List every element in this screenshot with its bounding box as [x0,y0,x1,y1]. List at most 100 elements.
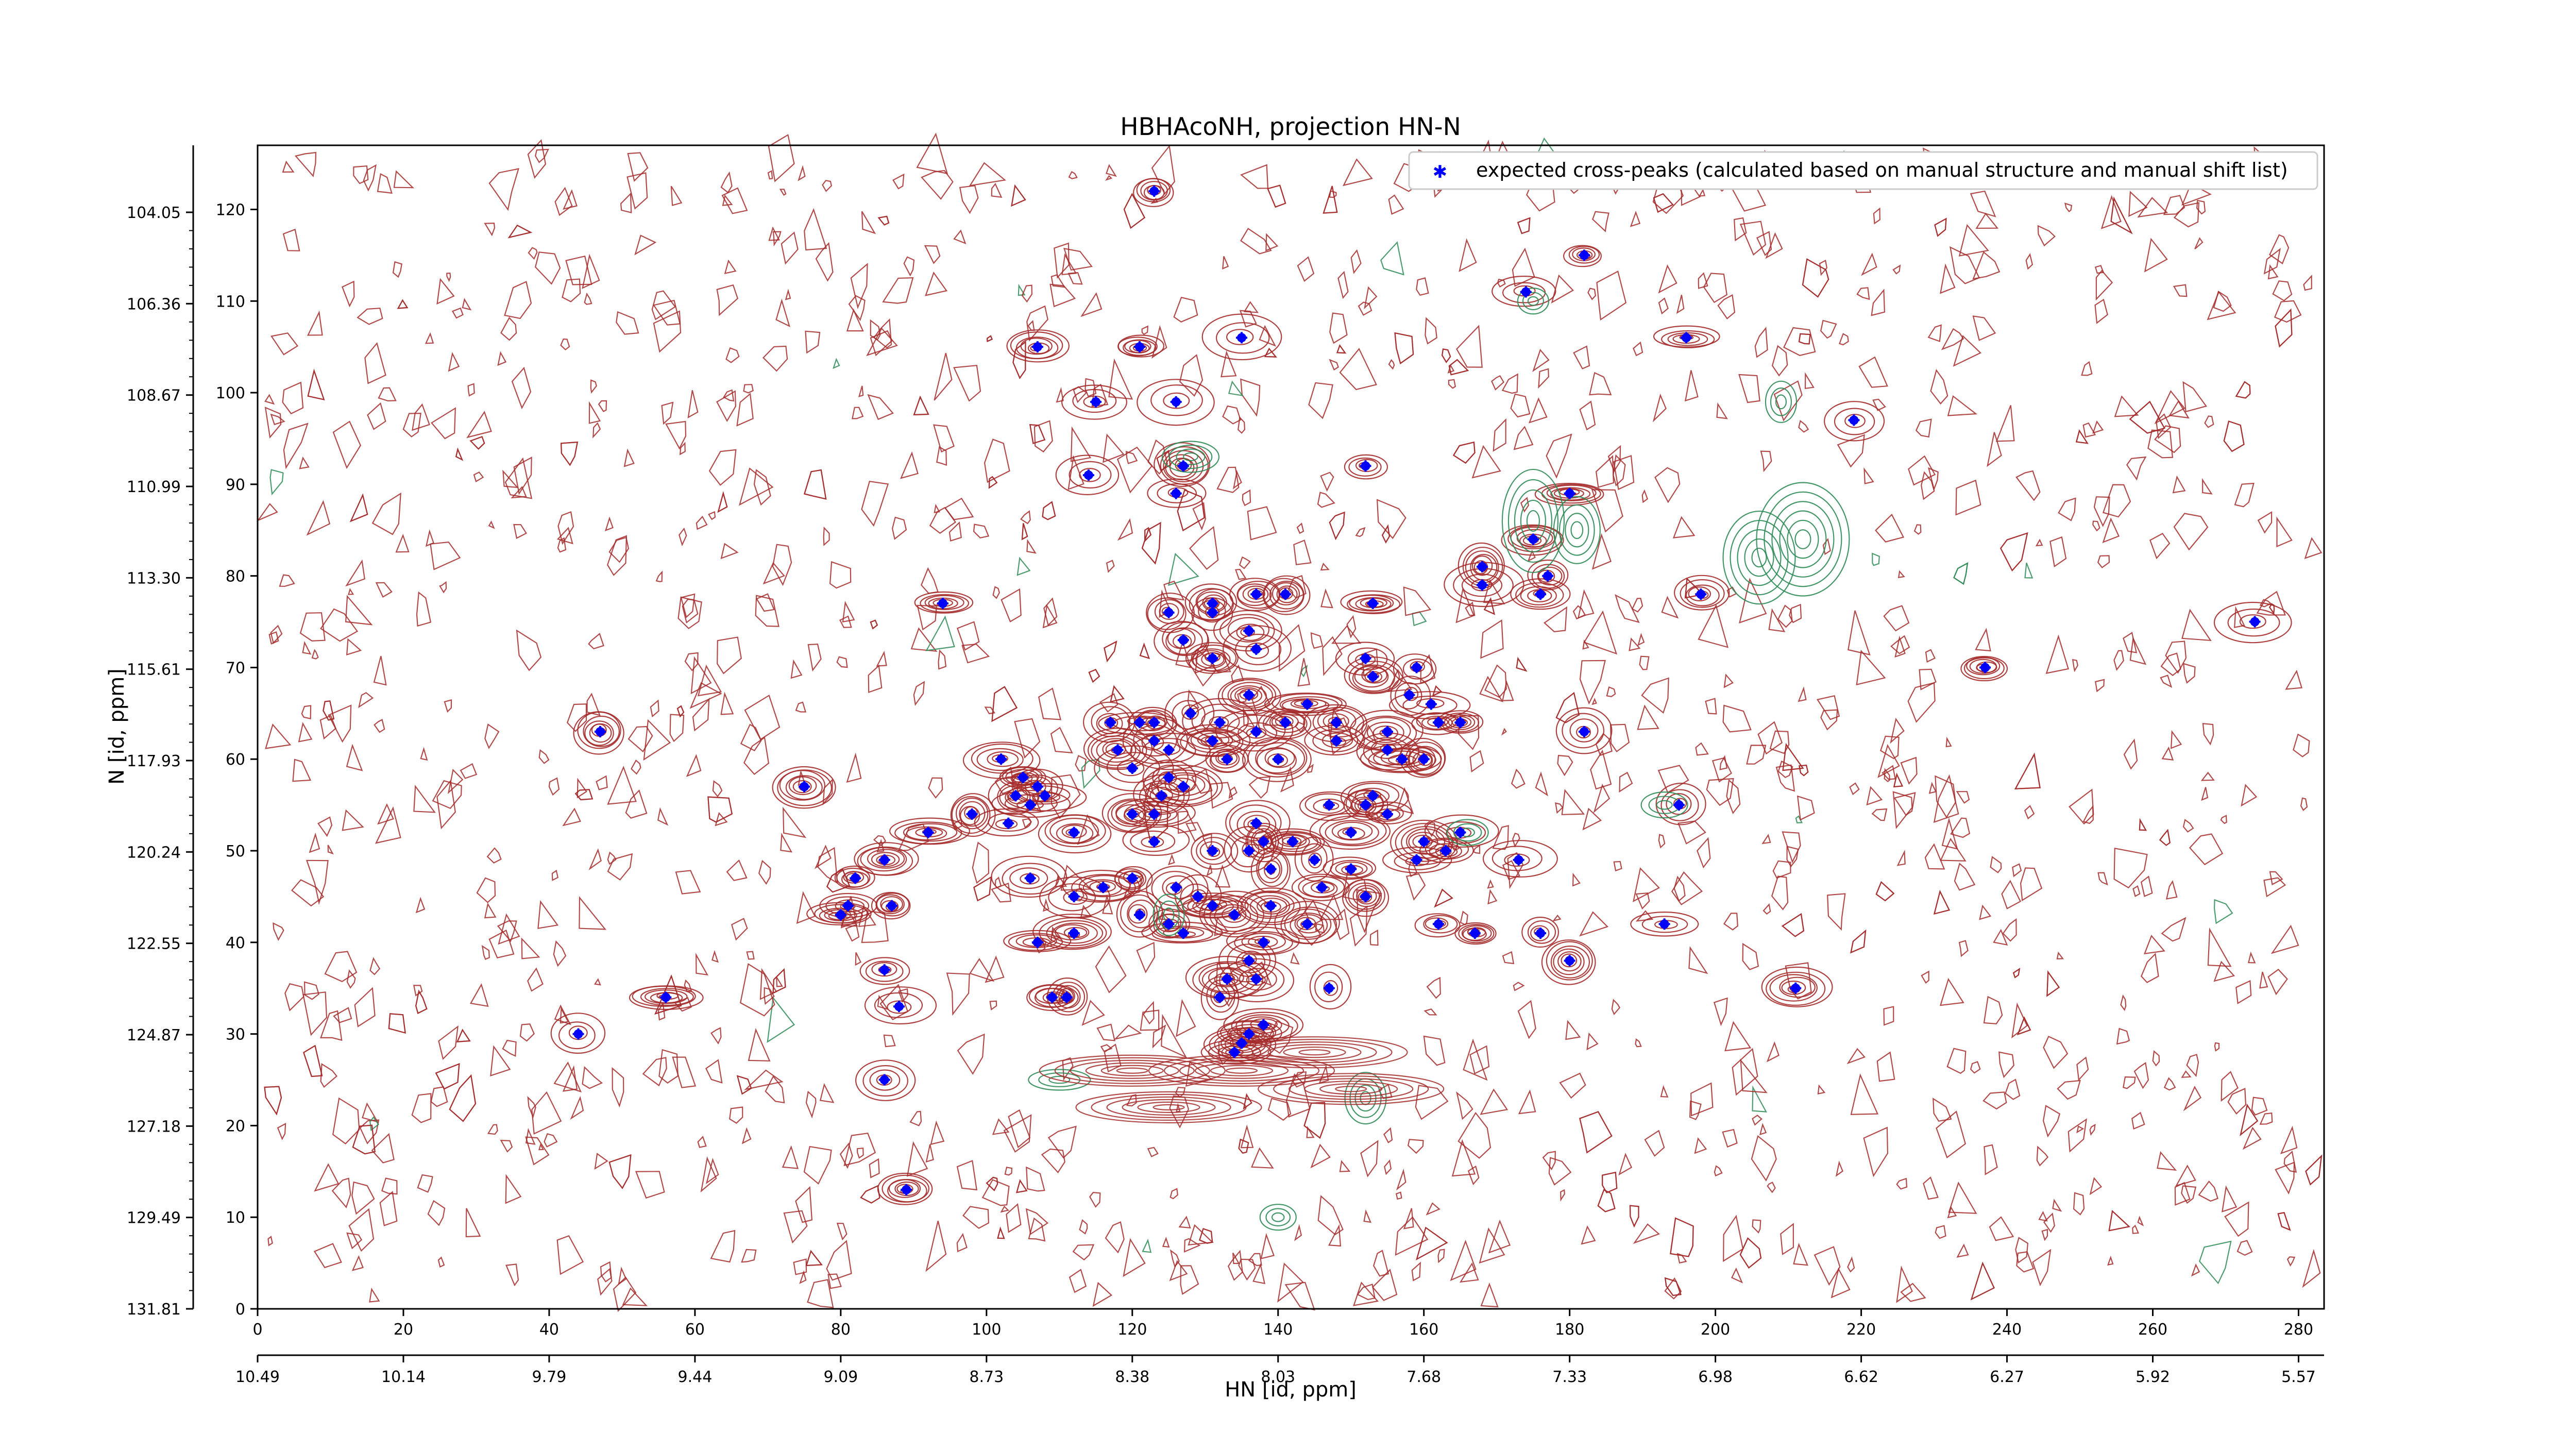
peak-contour [1537,566,1563,586]
peak-marker [1681,332,1692,344]
peak-contour [1330,860,1373,879]
noise-contour [1661,596,1679,619]
noise-contour [1472,845,1481,854]
noise-contour [1403,586,1432,616]
peak-contour [1206,980,1235,1013]
noise-contour [299,612,326,642]
noise-contour [1026,538,1037,554]
noise-contour [877,995,889,1010]
noise-contour [1542,1151,1556,1171]
noise-contour [1732,1048,1758,1096]
noise-contour [2248,951,2256,964]
peak-contour [1046,920,1104,947]
peak-contour [589,723,612,743]
peak-contour [834,865,875,890]
noise-contour [1099,693,1118,713]
noise-contour [2093,496,2110,527]
noise-contour [1142,1238,1152,1253]
noise-contour [1416,277,1429,296]
peak-marker [1031,936,1043,948]
peak-contour [1151,769,1218,805]
peak-contour [1641,916,1688,933]
noise-contour [1658,264,1677,294]
noise-contour [2072,659,2078,672]
ppm-x-tick-label: 10.14 [381,1368,426,1386]
peak-contour [1348,782,1400,807]
streak-contour [1304,1081,1398,1098]
noise-contour [1615,594,1640,624]
noise-contour [1773,380,1803,422]
noise-contour [1411,1261,1421,1282]
noise-contour [519,1023,535,1042]
noise-contour [1116,446,1153,494]
peak-contour [1298,875,1345,898]
ppm-x-tick-label: 5.57 [2281,1368,2316,1386]
peak-contour [1317,709,1357,733]
noise-contour [740,723,762,752]
peak-contour [1032,914,1112,950]
noise-contour [1947,1206,1957,1219]
noise-contour [1602,1171,1618,1193]
noise-contour [1183,1238,1201,1253]
peak-contour [906,826,947,841]
peak-contour [988,812,1031,832]
y-tick-label: 80 [226,568,245,586]
peak-contour [550,1013,606,1054]
noise-contour [2035,538,2043,547]
noise-contour [876,650,887,667]
noise-contour [1597,1189,1616,1212]
noise-contour [588,848,602,870]
peak-contour [1314,971,1343,1003]
noise-contour [1535,771,1549,797]
noise-contour [2133,1062,2149,1089]
peak-contour [1515,582,1564,608]
peak-marker [799,781,810,793]
noise-contour [291,879,325,907]
peak-marker [1360,652,1371,664]
peak-contour [1424,814,1499,848]
noise-contour [553,940,567,967]
noise-contour [1221,350,1237,378]
noise-contour [465,1208,481,1238]
noise-contour [2147,429,2174,459]
peak-marker [1024,872,1036,884]
noise-contour [332,1097,360,1144]
noise-contour [2263,247,2281,275]
noise-contour [556,527,573,545]
noise-contour [1609,723,1630,753]
noise-contour [1243,1093,1252,1110]
noise-contour [2156,413,2172,439]
noise-contour [2204,415,2214,428]
noise-contour [1003,1114,1032,1153]
peak-contour [1322,732,1353,748]
noise-contour [836,656,848,668]
peak-contour [1003,930,1072,952]
peak-marker [1250,588,1262,600]
noise-contour [1054,242,1070,279]
noise-contour [1589,372,1612,396]
noise-contour [2214,1042,2220,1052]
noise-contour [436,779,456,830]
peak-contour [825,896,870,916]
ppm-y-tick-label: 115.61 [127,661,181,679]
noise-contour [353,165,369,184]
y-tick-label: 20 [226,1117,245,1135]
noise-contour [448,352,460,372]
noise-contour [1816,695,1840,720]
noise-contour [1264,347,1277,358]
noise-contour [1555,692,1580,723]
noise-contour [1383,1127,1393,1143]
noise-contour [665,420,687,450]
axis-layer: 0 20 40 60 80 100 120 140 160 180 200 220 240 260 2801… [127,145,2324,1386]
peak-marker [1403,689,1415,701]
noise-contour [1199,1228,1213,1244]
x-tick-label: 220 [1846,1321,1876,1339]
noise-contour [357,307,383,325]
peak-contour [1236,811,1277,839]
noise-contour [1123,1238,1146,1277]
noise-contour [1103,433,1125,463]
noise-contour [2269,871,2283,886]
peak-contour [1142,759,1197,798]
peak-contour [1653,325,1720,348]
noise-contour [2095,269,2113,301]
